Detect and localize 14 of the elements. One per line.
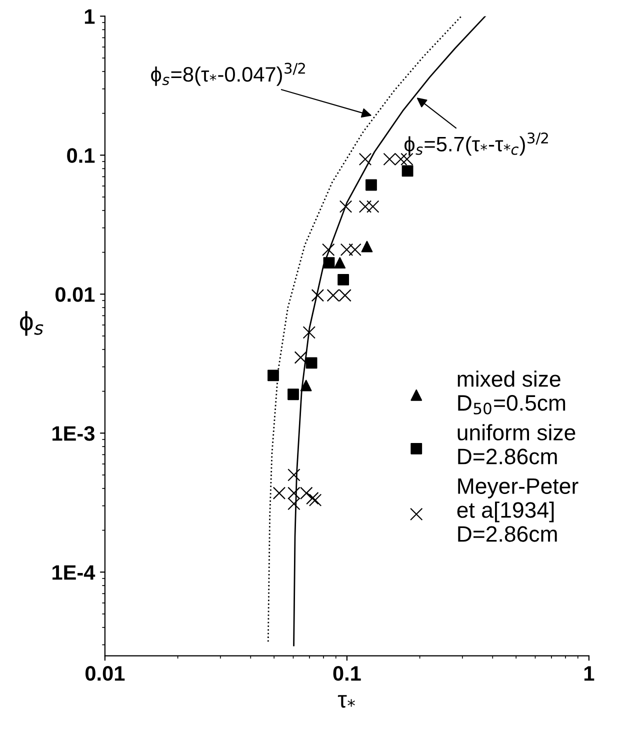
x-tick-label: 0.01 [85, 666, 125, 681]
y-tick-label: 1E-3 [52, 426, 94, 441]
x-tick-label: 0.1 [333, 666, 361, 681]
y-tick-label: 0.01 [56, 287, 95, 302]
y-tick-label: 1E-4 [52, 565, 96, 580]
legend-label: uniform size D=2.86cm [458, 424, 576, 464]
x-tick-label: 1 [584, 666, 594, 681]
y-tick-label: 1 [84, 9, 95, 24]
legend-label: Meyer-Peter et a[1934] D=2.86cm [457, 478, 578, 542]
y-tick-label: 0.1 [67, 148, 95, 163]
annotation: ϕ$_{s}$=8(τ$_{*}$-0.047)$^{3/2}$ [151, 62, 305, 86]
x-axis-title: τ$_{*}$ [338, 695, 355, 708]
y-axis-title: ϕ$_{s}$ [20, 311, 44, 336]
annotation: ϕ$_{s}$=5.7(τ$_{*}$-τ$_{*c}$)$^{3/2}$ [404, 132, 548, 156]
